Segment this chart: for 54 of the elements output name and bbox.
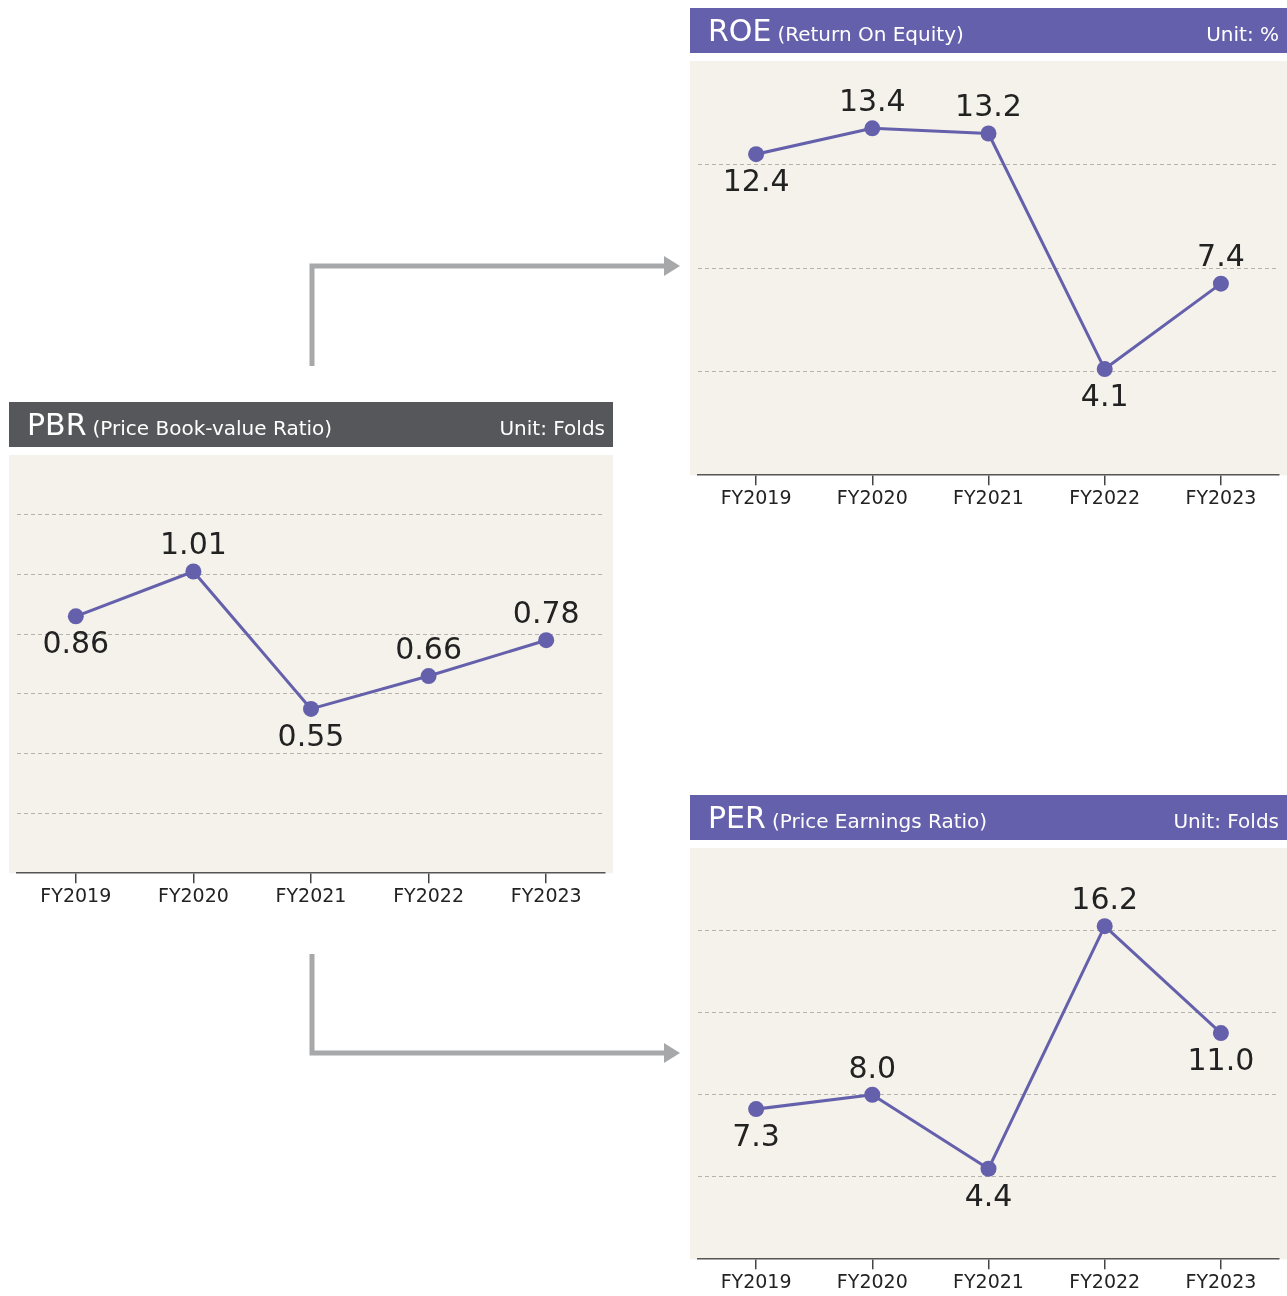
point: [185, 563, 202, 580]
data-label: 7.3: [732, 1117, 780, 1153]
x-tick-label: FY2023: [1185, 485, 1257, 508]
point: [1096, 361, 1113, 378]
x-tick-label: FY2022: [1069, 1269, 1141, 1292]
chart-title: ROE: [708, 13, 772, 48]
point: [864, 120, 881, 137]
data-label: 0.55: [277, 717, 345, 753]
data-label: 0.78: [512, 595, 580, 630]
x-tick-label: FY2019: [40, 883, 112, 906]
y-axis-title: Unit: Folds: [499, 415, 605, 442]
x-tick-label: FY2021: [953, 1269, 1024, 1292]
x-tick-label: FY2021: [953, 485, 1024, 508]
point: [864, 1086, 881, 1103]
chart-title: PER: [708, 800, 766, 835]
x-tick-label: FY2020: [157, 883, 229, 906]
data-label: 1.01: [160, 526, 227, 562]
point: [1212, 275, 1229, 292]
x-tick-label: FY2023: [1185, 1269, 1257, 1292]
point: [420, 668, 437, 685]
point: [67, 608, 84, 625]
data-label: 0.86: [42, 625, 110, 661]
chart-subtitle: (Price Earnings Ratio): [771, 809, 988, 833]
y-axis-title: Unit: %: [1206, 21, 1279, 48]
data-label: 12.4: [722, 162, 790, 198]
point: [303, 700, 319, 717]
x-tick-label: FY2019: [720, 485, 792, 508]
y-axis-title: Unit: Folds: [1173, 808, 1279, 835]
x-tick-label: FY2019: [720, 1269, 792, 1292]
data-label: 11.0: [1187, 1041, 1255, 1077]
point: [748, 146, 765, 163]
data-label: 4.4: [964, 1177, 1013, 1213]
point: [980, 125, 997, 142]
point: [538, 632, 555, 649]
data-label: 8.0: [848, 1049, 897, 1085]
data-label: 7.4: [1197, 238, 1245, 274]
data-label: 13.2: [955, 88, 1022, 124]
x-tick-label: FY2020: [836, 1269, 908, 1292]
x-tick-label: FY2022: [393, 883, 465, 906]
point: [1212, 1025, 1229, 1042]
point: [1096, 918, 1113, 935]
x-tick-label: FY2021: [275, 883, 347, 906]
x-tick-label: FY2022: [1069, 485, 1141, 508]
data-label: 13.4: [838, 83, 906, 119]
chart-subtitle: (Price Book-value Ratio): [92, 416, 333, 440]
data-label: 0.66: [395, 630, 462, 666]
point: [980, 1160, 997, 1177]
chart-title: PBR: [27, 407, 87, 442]
data-label: 4.1: [1080, 377, 1129, 413]
point: [748, 1101, 765, 1118]
x-tick-label: FY2023: [510, 883, 582, 906]
x-tick-label: FY2020: [836, 485, 908, 508]
data-label: 16.2: [1071, 880, 1139, 916]
chart-subtitle: (Return On Equity): [777, 22, 964, 46]
